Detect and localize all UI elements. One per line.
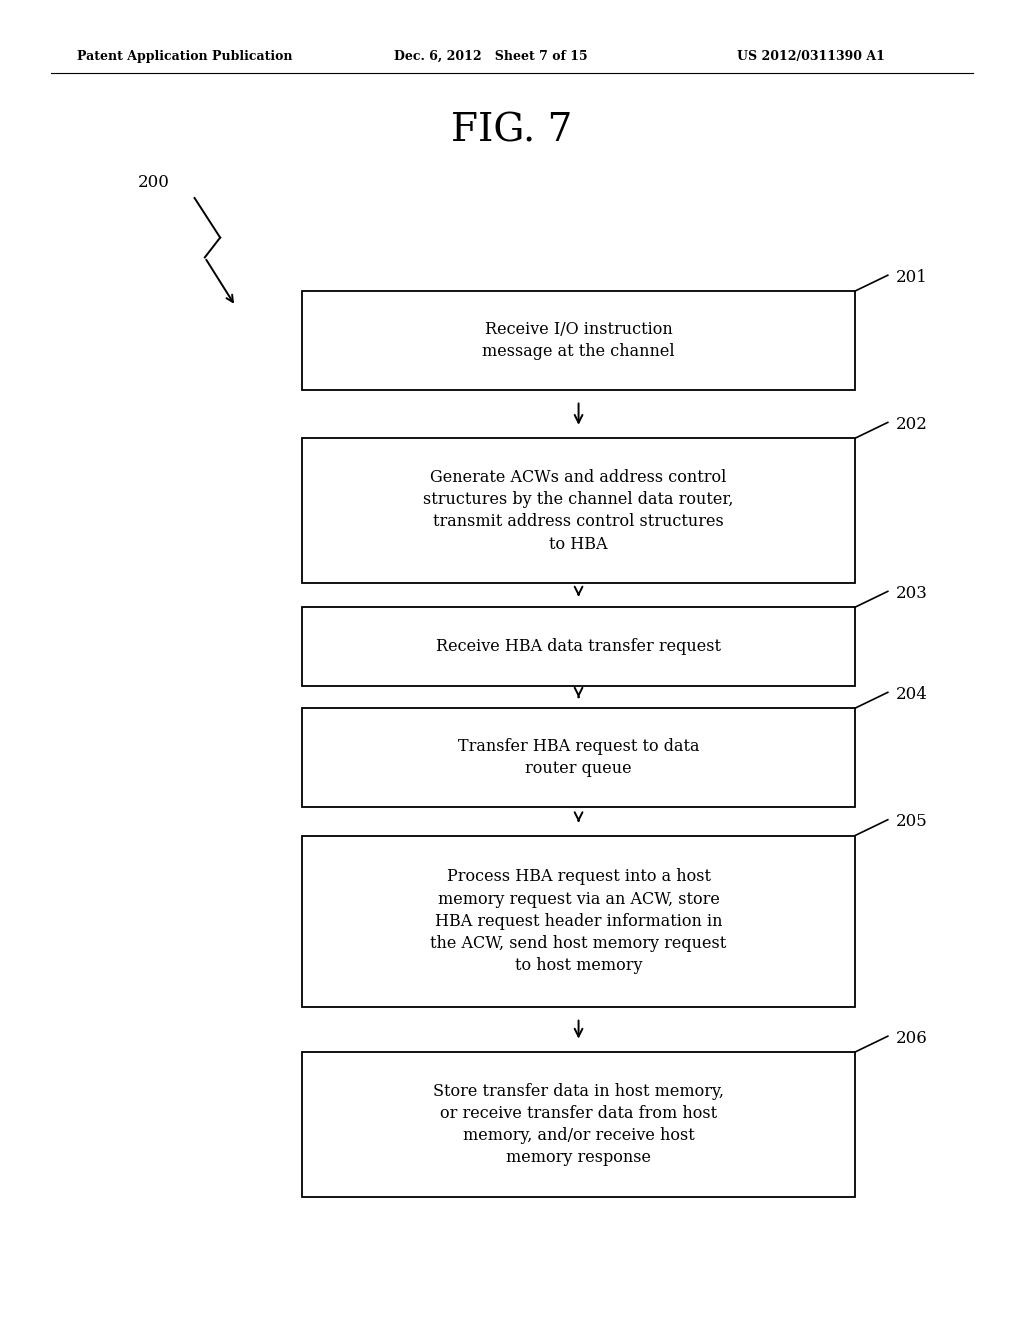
Text: 206: 206 (896, 1030, 928, 1047)
FancyBboxPatch shape (302, 708, 855, 807)
Text: Dec. 6, 2012   Sheet 7 of 15: Dec. 6, 2012 Sheet 7 of 15 (394, 50, 588, 63)
FancyBboxPatch shape (302, 290, 855, 391)
FancyBboxPatch shape (302, 1052, 855, 1197)
Text: 201: 201 (896, 269, 928, 286)
Text: Store transfer data in host memory,
or receive transfer data from host
memory, a: Store transfer data in host memory, or r… (433, 1082, 724, 1167)
Text: Patent Application Publication: Patent Application Publication (77, 50, 292, 63)
Text: Receive HBA data transfer request: Receive HBA data transfer request (436, 639, 721, 655)
Text: Process HBA request into a host
memory request via an ACW, store
HBA request hea: Process HBA request into a host memory r… (430, 869, 727, 974)
Text: 200: 200 (138, 174, 170, 191)
Text: Receive I/O instruction
message at the channel: Receive I/O instruction message at the c… (482, 321, 675, 360)
Text: 205: 205 (896, 813, 928, 830)
Text: 203: 203 (896, 585, 928, 602)
FancyBboxPatch shape (302, 607, 855, 686)
Text: 202: 202 (896, 416, 928, 433)
Text: FIG. 7: FIG. 7 (452, 112, 572, 149)
FancyBboxPatch shape (302, 836, 855, 1007)
FancyBboxPatch shape (302, 438, 855, 583)
Text: Generate ACWs and address control
structures by the channel data router,
transmi: Generate ACWs and address control struct… (423, 469, 734, 553)
Text: Transfer HBA request to data
router queue: Transfer HBA request to data router queu… (458, 738, 699, 777)
Text: US 2012/0311390 A1: US 2012/0311390 A1 (737, 50, 885, 63)
Text: 204: 204 (896, 686, 928, 704)
